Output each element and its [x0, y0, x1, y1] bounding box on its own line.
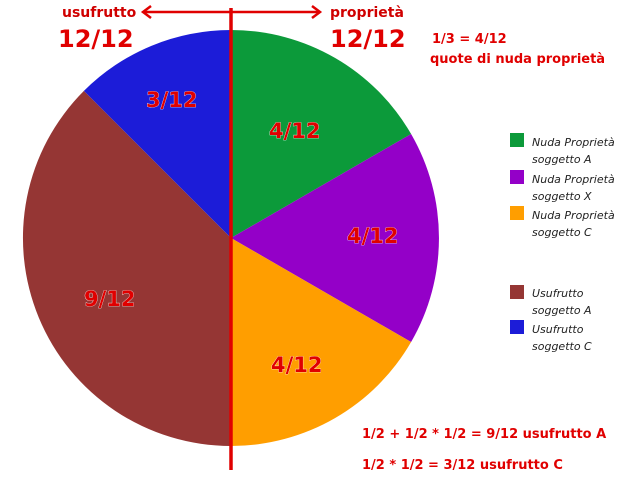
legend-text: soggetto X [532, 190, 592, 203]
legend-text: Nuda Proprietà [532, 173, 615, 186]
legend-text: soggetto A [532, 304, 592, 317]
formula: 1/2 + 1/2 * 1/2 = 9/12 usufrutto A [362, 427, 606, 442]
legend-swatch [510, 170, 524, 184]
legend-text: soggetto C [532, 340, 592, 353]
note-line: quote di nuda proprietà [430, 52, 605, 67]
slice-label: 4/12 [269, 119, 321, 143]
legend-swatch [510, 133, 524, 147]
pie [22, 29, 439, 447]
note-line: 1/3 = 4/12 [432, 32, 507, 47]
formula: 1/2 * 1/2 = 3/12 usufrutto C [362, 458, 563, 473]
right-label: proprietà [330, 5, 404, 21]
slice-label: 9/12 [84, 287, 136, 311]
slice-label: 4/12 [347, 224, 399, 248]
legend-text: Nuda Proprietà [532, 136, 615, 149]
legend-text: Nuda Proprietà [532, 209, 615, 222]
slice-blue [83, 29, 232, 238]
slice-label: 4/12 [271, 353, 323, 377]
legend-text: soggetto A [532, 153, 592, 166]
arrow [140, 5, 323, 19]
slice-green [231, 30, 412, 238]
legend: Nuda Proprietà soggetto A Nuda Proprietà… [510, 133, 615, 353]
legend-swatch [510, 206, 524, 220]
legend-text: Usufrutto [532, 323, 584, 336]
slice-brown [22, 90, 232, 447]
left-label: usufrutto [62, 5, 137, 21]
slice-orange [231, 238, 412, 446]
slice-purple [231, 134, 439, 342]
legend-swatch [510, 285, 524, 299]
slice-label: 3/12 [146, 88, 198, 112]
legend-swatch [510, 320, 524, 334]
legend-text: Usufrutto [532, 287, 584, 300]
right-total: 12/12 [330, 25, 406, 53]
left-total: 12/12 [58, 25, 134, 53]
legend-text: soggetto C [532, 226, 592, 239]
